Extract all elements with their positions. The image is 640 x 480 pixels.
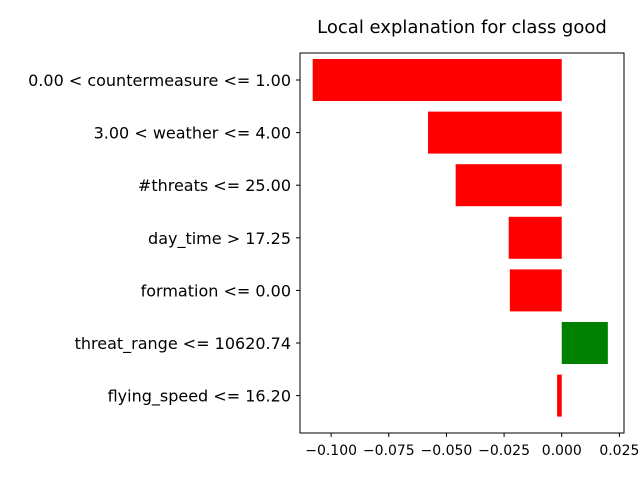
x-ticks: −0.100 −0.075 −0.050 −0.025 0.000 0.025 [305,433,639,459]
x-tick-label: 0.025 [599,443,639,459]
y-tick-label: #threats <= 25.00 [138,176,291,195]
y-tick-labels: 0.00 < countermeasure <= 1.00 3.00 < weat… [28,71,300,407]
bar-2 [455,164,562,207]
y-tick-label: 0.00 < countermeasure <= 1.00 [28,71,291,90]
x-tick-label: −0.075 [363,443,415,459]
bars-group [312,59,608,417]
y-tick-label: flying_speed <= 16.20 [108,387,291,407]
y-tick-label: day_time > 17.25 [148,229,291,249]
bar-4 [509,269,562,312]
y-tick-label: threat_range <= 10620.74 [75,334,291,354]
x-tick-label: 0.000 [542,443,582,459]
x-tick-label: −0.025 [478,443,530,459]
plot-frame [299,52,625,434]
bar-1 [427,111,562,154]
bar-0 [312,59,562,101]
bar-6 [557,374,562,417]
bar-5 [561,322,608,364]
y-tick-label: formation <= 0.00 [141,281,291,300]
chart-title: Local explanation for class good [317,17,607,38]
x-tick-label: −0.100 [305,443,357,459]
bar-3 [508,216,562,259]
x-tick-label: −0.050 [421,443,473,459]
y-tick-label: 3.00 < weather <= 4.00 [94,124,291,143]
